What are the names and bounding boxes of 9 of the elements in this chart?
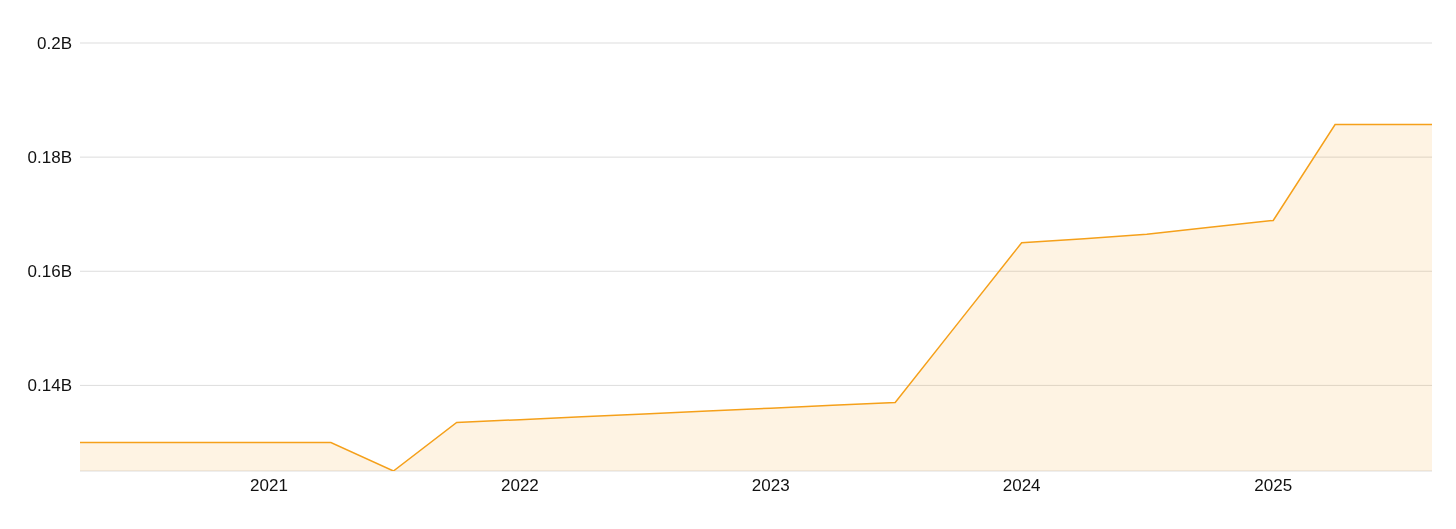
x-tick-label: 2024 — [1002, 476, 1041, 496]
x-tick-label: 2025 — [1254, 476, 1293, 496]
y-tick-label: 0.18B — [27, 148, 72, 168]
x-tick-label: 2022 — [500, 476, 539, 496]
x-tick-label: 2021 — [250, 476, 288, 496]
y-tick-label: 0.2B — [37, 34, 72, 54]
y-tick-label: 0.16B — [27, 262, 72, 282]
x-tick-label: 2023 — [751, 476, 790, 496]
y-tick-label: 0.14B — [27, 376, 72, 396]
